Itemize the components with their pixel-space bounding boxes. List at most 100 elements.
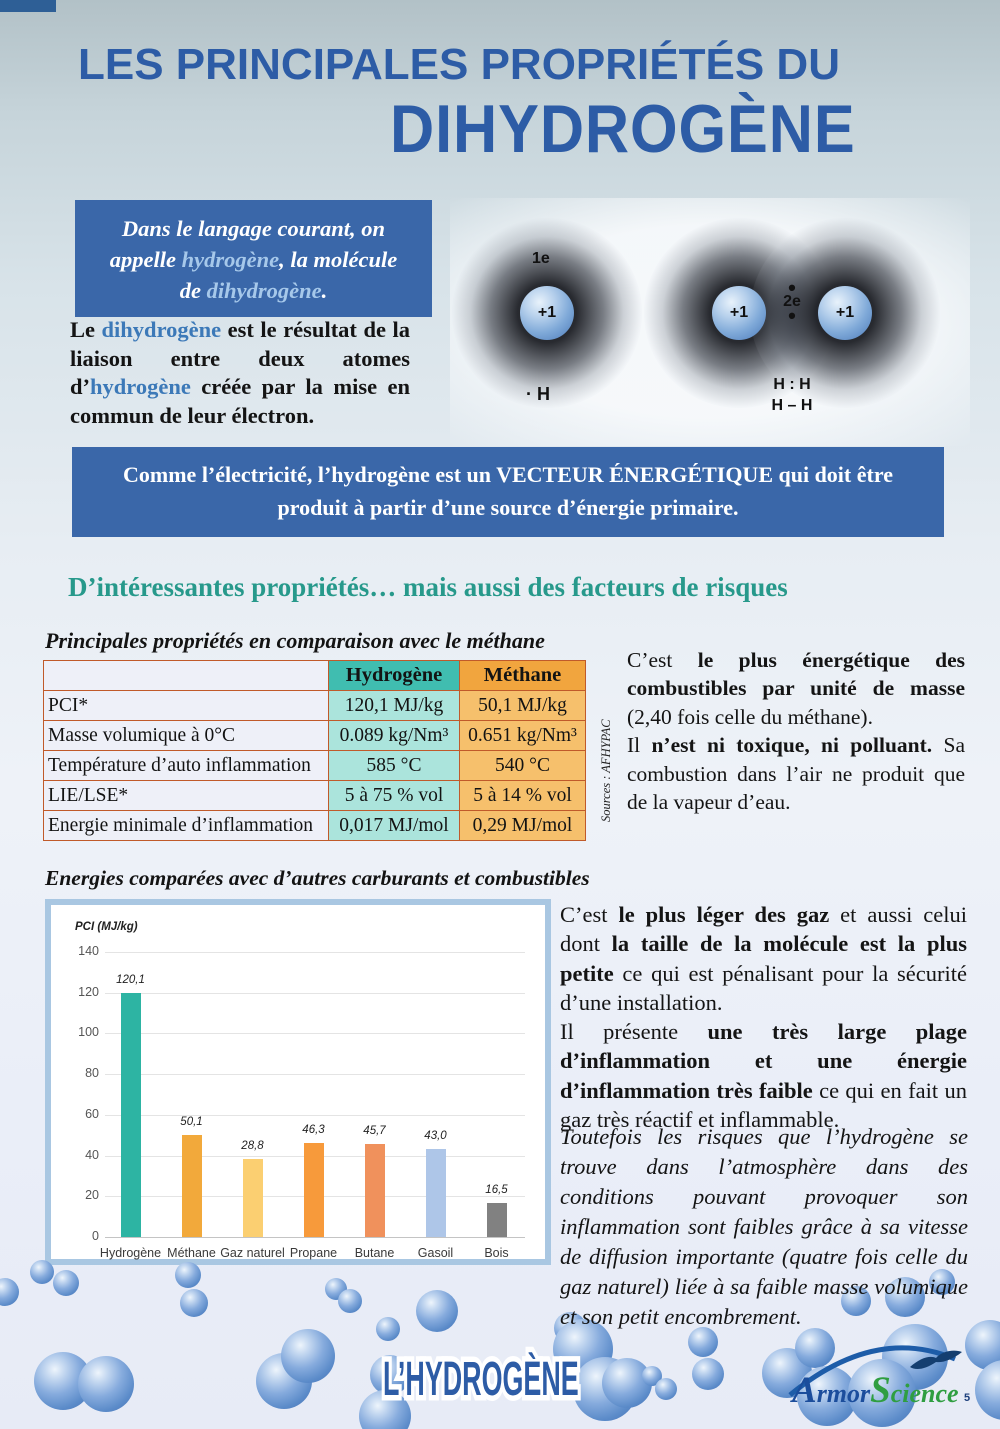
hydrogen-value: 0,017 MJ/mol xyxy=(328,810,460,841)
chart-gridline xyxy=(105,1033,525,1035)
nucleus-icon: +1 xyxy=(818,286,872,340)
methane-value: 0,29 MJ/mol xyxy=(459,810,586,841)
table-side-text: C’est le plus énergétique des combustibl… xyxy=(627,646,965,816)
armorscience-text: ArmorScience xyxy=(792,1369,959,1412)
methane-value: 50,1 MJ/kg xyxy=(459,690,586,721)
table-header-row: Hydrogène Méthane xyxy=(43,660,586,691)
corner-decoration xyxy=(0,0,56,12)
nucleus-icon: +1 xyxy=(712,286,766,340)
molecule-sphere-decoration xyxy=(281,1329,335,1383)
table-row: Energie minimale d’inflammation 0,017 MJ… xyxy=(43,810,586,841)
molecule-sphere-decoration xyxy=(841,1286,871,1316)
chart-gridline xyxy=(105,992,525,994)
molecule-sphere-decoration xyxy=(692,1358,724,1390)
paragraph: C’est le plus énergétique des combustibl… xyxy=(627,648,965,729)
armorscience-logo: ArmorScience xyxy=(770,1325,975,1413)
bar-value-label: 46,3 xyxy=(302,1123,325,1136)
molecule-sphere-decoration xyxy=(180,1289,208,1317)
column-header-methane: Méthane xyxy=(459,660,586,691)
column-header-hydrogen: Hydrogène xyxy=(328,660,460,691)
y-axis-tick-label: 140 xyxy=(78,944,99,958)
molecule-sphere-decoration xyxy=(376,1317,400,1341)
bar-propane xyxy=(303,1142,324,1237)
paragraph: C’est le plus léger des gaz et aussi cel… xyxy=(560,902,967,1015)
row-label: Température d’auto inflammation xyxy=(43,750,329,781)
electron-dot-icon: • xyxy=(788,275,796,300)
energy-vector-banner: Comme l’électricité, l’hydrogène est un … xyxy=(72,447,944,537)
atom-symbol-label: · H xyxy=(526,384,550,404)
y-axis-tick-label: 20 xyxy=(85,1188,99,1203)
table-row: Masse volumique à 0°C 0.089 kg/Nm³ 0.651… xyxy=(43,720,586,751)
bar-gaz-naturel xyxy=(242,1158,263,1237)
molecule-sphere-decoration xyxy=(338,1289,362,1313)
molecule-sphere-decoration xyxy=(929,1269,955,1295)
table-row: Température d’auto inflammation 585 °C 5… xyxy=(43,750,586,781)
molecule-sphere-decoration xyxy=(602,1358,652,1408)
molecule-sphere-decoration xyxy=(78,1356,134,1412)
logo-outline: L’HYDROGÈNE xyxy=(380,1348,582,1412)
shared-electron-count: 2e xyxy=(783,293,801,311)
row-label: LIE/LSE* xyxy=(43,780,329,811)
molecule-sphere-decoration xyxy=(370,1355,410,1395)
bar-category-label: Gaz naturel xyxy=(220,1246,285,1260)
methane-value: 0.651 kg/Nm³ xyxy=(459,720,586,751)
molecule-sphere-decoration xyxy=(53,1270,79,1296)
molecule-sphere-decoration xyxy=(975,1360,1000,1420)
table-row: LIE/LSE* 5 à 75 % vol 5 à 14 % vol xyxy=(43,780,586,811)
hydrogen-value: 0.089 kg/Nm³ xyxy=(328,720,460,751)
bar-bois xyxy=(486,1203,507,1237)
science-word: Science xyxy=(870,1370,959,1411)
bar-category-label: Méthane xyxy=(167,1246,216,1260)
row-label: PCI* xyxy=(43,690,329,721)
empty-header-cell xyxy=(43,660,329,691)
molecule-sphere-decoration xyxy=(885,1277,925,1317)
bar-méthane xyxy=(181,1135,202,1237)
electron-dot-icon: • xyxy=(788,303,796,329)
risk-italic-paragraph: Toutefois les risques que l’hydrogène se… xyxy=(560,1124,968,1329)
y-axis-tick-label: 100 xyxy=(78,1025,99,1040)
molecule-sphere-decoration xyxy=(416,1290,458,1332)
comparison-table-caption: Principales propriétés en comparaison av… xyxy=(45,628,545,653)
comparison-table: Hydrogène Méthane PCI* 120,1 MJ/kg 50,1 … xyxy=(43,660,586,841)
bar-hydrogène xyxy=(120,992,141,1237)
bond-formula-label: H – H xyxy=(771,397,813,414)
logo-text: L’HYDROGÈNE xyxy=(383,1353,579,1406)
bar-value-label: 45,7 xyxy=(363,1124,386,1137)
hydrogen-value: 585 °C xyxy=(328,750,460,781)
electron-count-label: 1e xyxy=(532,250,550,267)
molecule-sphere-decoration xyxy=(797,1366,857,1426)
molecule-sphere-decoration xyxy=(848,1359,916,1427)
nucleus-icon: +1 xyxy=(520,286,574,340)
bar-value-label: 43,0 xyxy=(424,1130,447,1143)
bar-gasoil xyxy=(425,1149,446,1237)
hydrogen-value: 120,1 MJ/kg xyxy=(328,690,460,721)
molecule-sphere-decoration xyxy=(795,1328,835,1368)
intro-definition-box: Dans le langage courant, on appelle hydro… xyxy=(75,200,432,317)
bar-category-label: Propane xyxy=(289,1246,338,1260)
page-title-line1: LES PRINCIPALES PROPRIÉTÉS DU xyxy=(78,40,840,89)
row-label: Energie minimale d’inflammation xyxy=(43,810,329,841)
shared-electrons-label: • 2e • xyxy=(775,275,809,329)
molecule-sphere-decoration xyxy=(30,1260,54,1284)
chart-gridline xyxy=(105,1237,525,1238)
methane-value: 5 à 14 % vol xyxy=(459,780,586,811)
chart-section-caption: Energies comparées avec d’autres carbura… xyxy=(45,866,590,890)
y-axis-tick-label: 60 xyxy=(85,1106,99,1121)
intro-paragraph: Le dihydrogène est le résultat de la lia… xyxy=(70,317,410,428)
paragraph: Il n’est ni toxique, ni polluant. Sa com… xyxy=(627,733,966,814)
hydrogen-atom-diagram: +1 +1 +1 1e · H • 2e • H : H H – H xyxy=(450,198,970,446)
row-label: Masse volumique à 0°C xyxy=(43,720,329,751)
bar-category-label: Hydrogène xyxy=(99,1246,162,1260)
y-axis-tick-label: 40 xyxy=(85,1147,99,1162)
chart-axis-title: PCI (MJ/kg) xyxy=(75,921,138,933)
chart-side-text: C’est le plus léger des gaz et aussi cel… xyxy=(560,900,967,1134)
pci-bar-chart: PCI (MJ/kg) 0 20 40 60 80 100 120 140 120,1 Hydro… xyxy=(45,899,551,1265)
page-number: 5 xyxy=(964,1392,971,1404)
hydrogen-value: 5 à 75 % vol xyxy=(328,780,460,811)
bar-category-label: Butane xyxy=(354,1246,395,1260)
y-axis-tick-label: 80 xyxy=(85,1066,99,1081)
bar-value-label: 120,1 xyxy=(116,973,145,986)
paragraph: Il présente une très large plage d’infla… xyxy=(560,1019,967,1132)
bar-butane xyxy=(364,1143,385,1237)
